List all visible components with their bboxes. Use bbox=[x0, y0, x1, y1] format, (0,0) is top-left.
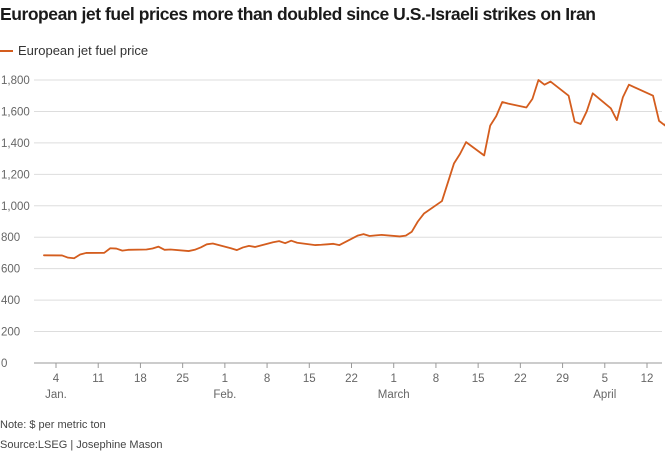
x-tick-label: 29 bbox=[556, 373, 569, 385]
x-tick-label: 1 bbox=[391, 373, 397, 385]
x-tick-label: 8 bbox=[264, 373, 270, 385]
x-tick-label: 15 bbox=[303, 373, 316, 385]
legend-swatch bbox=[0, 49, 13, 52]
y-tick-label: 1,200 bbox=[1, 169, 30, 181]
x-tick-label: 11 bbox=[92, 373, 104, 385]
x-tick-label: 12 bbox=[641, 373, 654, 385]
y-tick-label: 400 bbox=[1, 295, 20, 307]
legend: European jet fuel price bbox=[0, 43, 148, 58]
y-tick-label: 200 bbox=[1, 327, 20, 339]
y-axis: 0 200 400 600 800 1,000 1,200 1,400 1,600 1,800 bbox=[1, 75, 30, 370]
y-tick-label: 1,400 bbox=[1, 138, 30, 150]
y-tick-label: 1,000 bbox=[1, 201, 30, 213]
note-text: Note: $ per metric ton bbox=[0, 419, 106, 431]
chart-title: European jet fuel prices more than doubl… bbox=[0, 4, 596, 24]
x-tick-label: 22 bbox=[345, 373, 358, 385]
legend-label: European jet fuel price bbox=[18, 43, 149, 58]
x-tick-label: 25 bbox=[176, 373, 189, 385]
x-month-label: Jan. bbox=[45, 389, 67, 401]
series-layer bbox=[43, 79, 665, 260]
y-tick-label: 0 bbox=[1, 358, 7, 370]
y-tick-label: 800 bbox=[1, 232, 20, 244]
grid-lines bbox=[34, 79, 662, 364]
source-text: Source:LSEG | Josephine Mason bbox=[0, 439, 163, 451]
y-tick-label: 1,600 bbox=[1, 106, 30, 118]
series-line bbox=[43, 79, 665, 260]
x-month-label: April bbox=[593, 389, 616, 401]
x-month-label: Feb. bbox=[213, 389, 236, 401]
x-tick-label: 4 bbox=[53, 373, 60, 385]
x-month-label: March bbox=[378, 389, 410, 401]
y-tick-label: 600 bbox=[1, 264, 20, 276]
x-tick-label: 18 bbox=[134, 373, 147, 385]
x-tick-label: 22 bbox=[514, 373, 527, 385]
x-tick-label: 15 bbox=[472, 373, 485, 385]
x-tick-label: 8 bbox=[433, 373, 439, 385]
x-tick-label: 5 bbox=[602, 373, 608, 385]
y-tick-label: 1,800 bbox=[1, 75, 30, 87]
x-tick-label: 1 bbox=[222, 373, 228, 385]
line-chart: 0 200 400 600 800 1,000 1,200 1,400 1,600 1,800 4… bbox=[1, 75, 665, 401]
